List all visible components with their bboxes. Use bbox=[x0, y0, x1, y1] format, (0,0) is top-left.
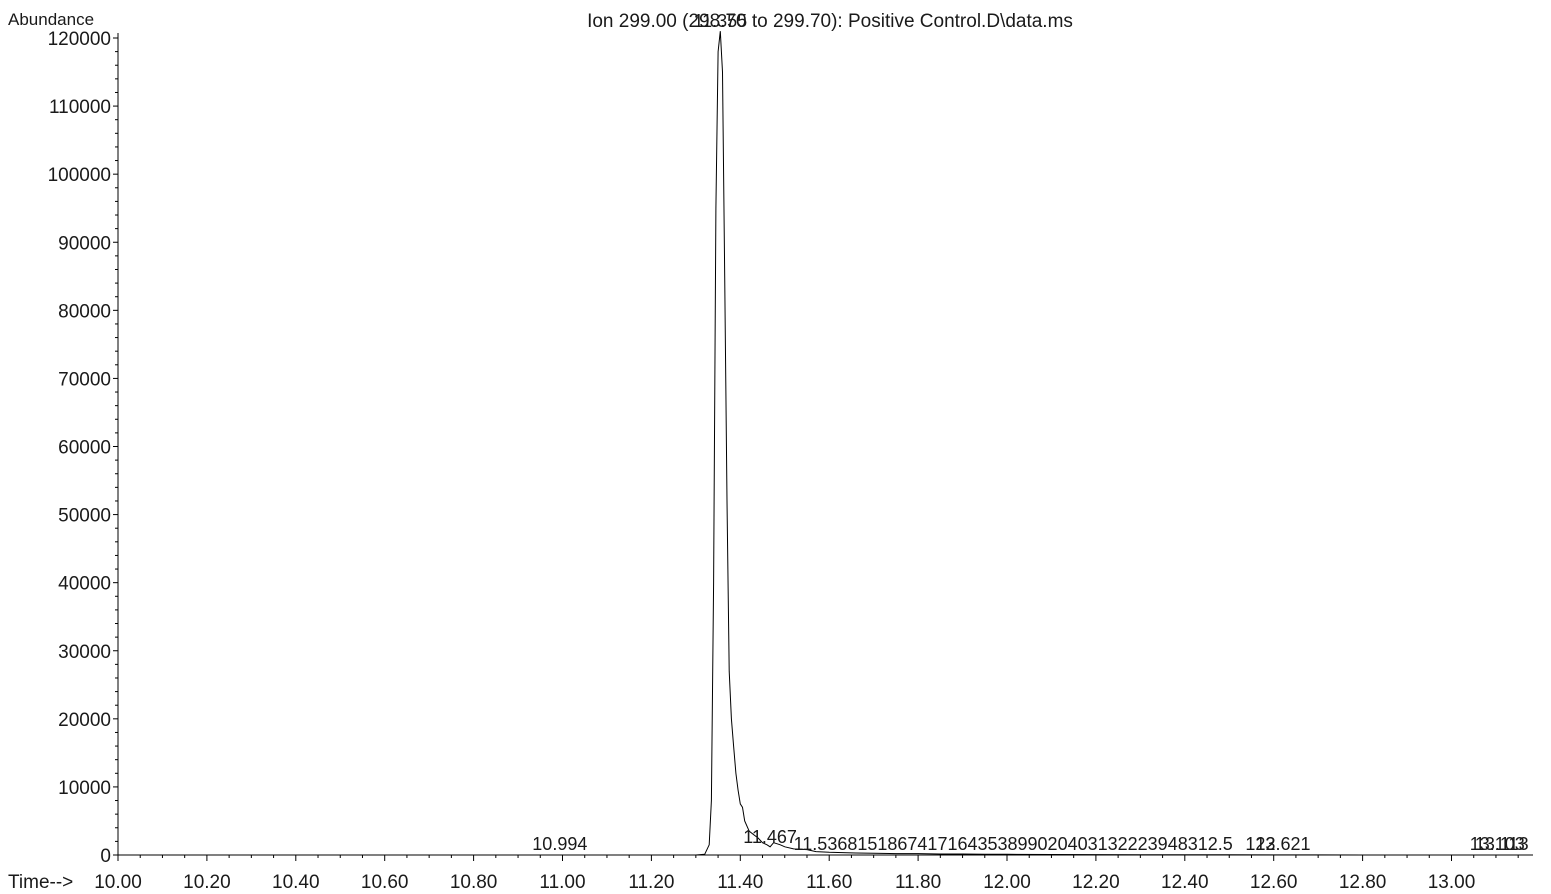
y-tick-label: 80000 bbox=[58, 301, 111, 322]
x-tick-label: 10.20 bbox=[183, 872, 231, 893]
x-tick-label: 12.40 bbox=[1161, 872, 1209, 893]
y-tick-label: 10000 bbox=[58, 778, 111, 799]
peak-label: 11.467 bbox=[743, 827, 797, 847]
x-tick-label: 11.80 bbox=[895, 872, 941, 893]
x-tick-label: 10.80 bbox=[450, 872, 498, 893]
x-tick-label: 11.20 bbox=[628, 872, 674, 893]
y-tick-label: 0 bbox=[100, 846, 111, 867]
x-tick-label: 10.60 bbox=[361, 872, 409, 893]
y-axis-label: Abundance bbox=[8, 10, 94, 29]
peak-label: 11.355 bbox=[693, 11, 747, 31]
y-tick-label: 70000 bbox=[58, 369, 111, 390]
x-tick-label: 11.40 bbox=[717, 872, 763, 893]
peak-label: 13.113 bbox=[1475, 834, 1529, 854]
x-tick-label: 10.40 bbox=[272, 872, 320, 893]
x-tick-label: 12.00 bbox=[983, 872, 1031, 893]
peak-label: 11.5368151867417164353899020403132223948… bbox=[794, 834, 1233, 854]
y-tick-label: 40000 bbox=[58, 574, 111, 595]
peak-label: 13.103 bbox=[1470, 834, 1525, 854]
chart-title: Ion 299.00 (298.70 to 299.70): Positive … bbox=[587, 11, 1073, 32]
y-tick-label: 110000 bbox=[49, 97, 111, 118]
y-tick-label: 120000 bbox=[48, 29, 111, 50]
x-tick-label: 12.20 bbox=[1072, 872, 1120, 893]
x-axis-label: Time--> bbox=[8, 872, 73, 893]
y-tick-label: 30000 bbox=[58, 642, 111, 663]
x-tick-label: 10.00 bbox=[94, 872, 142, 893]
peak-label: 123 bbox=[1245, 834, 1275, 854]
x-tick-label: 13.00 bbox=[1428, 872, 1476, 893]
chromatogram-trace bbox=[118, 31, 1532, 856]
peak-label: 12.621 bbox=[1256, 834, 1311, 854]
y-tick-label: 20000 bbox=[58, 710, 111, 731]
x-tick-label: 11.60 bbox=[806, 872, 852, 893]
x-tick-label: 11.00 bbox=[539, 872, 585, 893]
y-tick-label: 50000 bbox=[58, 506, 111, 527]
y-tick-label: 90000 bbox=[58, 233, 111, 254]
y-tick-label: 100000 bbox=[48, 165, 111, 186]
peak-label: 10.994 bbox=[532, 834, 587, 854]
x-tick-label: 12.80 bbox=[1339, 872, 1387, 893]
y-tick-label: 60000 bbox=[58, 438, 111, 459]
axis-ticks: 0 10000 20000 30000 40000 50000 60000 70000 8000… bbox=[48, 29, 1519, 893]
trace-line bbox=[118, 31, 1532, 856]
peak-annotations: 11.355 10.994 11.46711.5368151867417164353… bbox=[532, 11, 1528, 854]
x-tick-label: 12.60 bbox=[1250, 872, 1298, 893]
